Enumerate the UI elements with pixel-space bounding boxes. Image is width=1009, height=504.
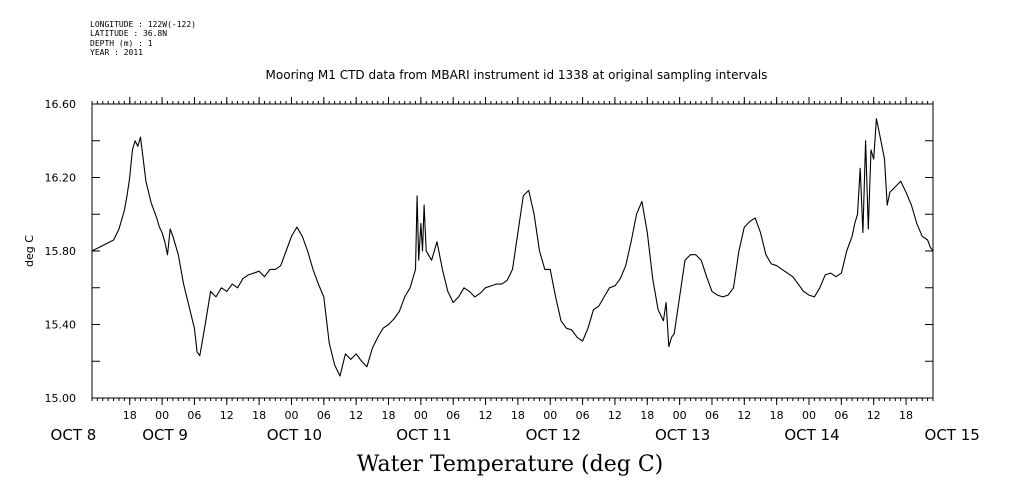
hour-tick-label: 18 (511, 409, 525, 422)
hour-tick-label: 06 (446, 409, 460, 422)
day-label: OCT 14 (784, 426, 839, 444)
day-label: OCT 11 (396, 426, 451, 444)
hour-tick-label: 00 (414, 409, 428, 422)
hour-tick-label: 06 (576, 409, 590, 422)
day-label: OCT 9 (142, 426, 188, 444)
x-axis-labels: 18 00 06 12 18 00 06 12 18 00 06 12 18 00 06 12 18 00 06 12… (51, 409, 980, 444)
day-label: OCT 15 (925, 426, 980, 444)
y-axis-label: deg C (23, 235, 36, 267)
hour-tick-label: 18 (382, 409, 396, 422)
x-axis-title: Water Temperature (deg C) (356, 452, 664, 477)
hour-tick-label: 06 (187, 409, 201, 422)
year-text: YEAR : 2011 (90, 48, 143, 58)
hour-tick-label: 00 (155, 409, 169, 422)
day-label: OCT 10 (267, 426, 322, 444)
temperature-series-line (91, 118, 934, 377)
day-label: OCT 13 (655, 426, 710, 444)
hour-tick-label: 12 (608, 409, 622, 422)
y-axis-group: 15.00 15.40 15.80 16.20 16.60 (45, 98, 933, 405)
longitude-text: LONGITUDE : 122W(-122) (90, 20, 196, 29)
hour-tick-label: 12 (349, 409, 363, 422)
hour-tick-label: 18 (252, 409, 266, 422)
hour-tick-label: 00 (284, 409, 298, 422)
day-label: OCT 12 (526, 426, 581, 444)
minor-tick-group (91, 101, 934, 401)
day-label: OCT 8 (51, 426, 97, 444)
hour-tick-label: 00 (802, 409, 816, 422)
major-tick-group (129, 97, 907, 405)
y-tick-label: 15.80 (45, 245, 77, 258)
hour-tick-label: 18 (899, 409, 913, 422)
hour-tick-label: 12 (479, 409, 493, 422)
y-tick-label: 15.40 (45, 319, 77, 332)
chart-title: Mooring M1 CTD data from MBARI instrumen… (265, 68, 768, 82)
hour-tick-label: 18 (770, 409, 784, 422)
hour-tick-label: 12 (220, 409, 234, 422)
hour-tick-label: 12 (737, 409, 751, 422)
hour-tick-label: 06 (317, 409, 331, 422)
hour-tick-label: 00 (673, 409, 687, 422)
y-tick-label: 15.00 (45, 392, 77, 405)
hour-tick-label: 18 (123, 409, 137, 422)
y-tick-label: 16.20 (45, 172, 77, 185)
y-tick-label: 16.60 (45, 98, 77, 111)
hour-tick-label: 06 (705, 409, 719, 422)
depth-text: DEPTH (m) : 1 (90, 38, 153, 48)
series-group (91, 118, 934, 377)
hour-tick-label: 00 (543, 409, 557, 422)
metadata-block: LONGITUDE : 122W(-122) LATITUDE : 36.8N … (90, 20, 196, 58)
hour-tick-label: 18 (640, 409, 654, 422)
hour-tick-label: 12 (867, 409, 881, 422)
hour-tick-label: 06 (834, 409, 848, 422)
plot-frame (91, 103, 934, 399)
latitude-text: LATITUDE : 36.8N (90, 29, 168, 39)
